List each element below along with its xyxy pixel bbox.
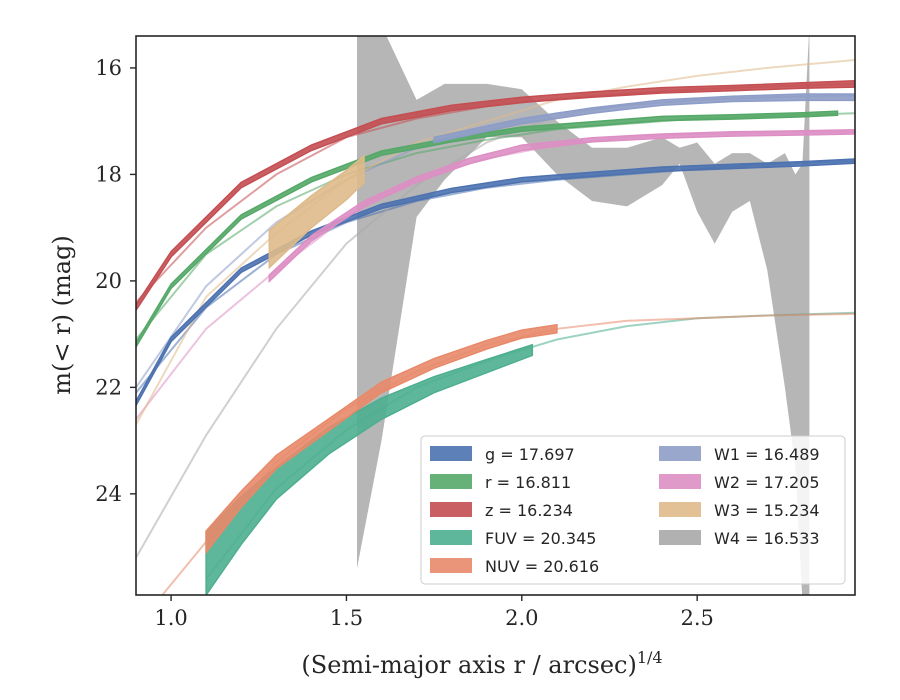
series-profile-w2 — [268, 128, 855, 284]
legend-label-w2: W2 = 17.205 — [714, 473, 820, 492]
legend-swatch-w2 — [659, 474, 701, 489]
y-tick-label: 22 — [95, 375, 122, 399]
legend-swatch-fuv — [430, 530, 472, 545]
legend: g = 17.697 r = 16.811 z = 16.234 FUV = 20.3… — [420, 435, 846, 585]
legend-label-z: z = 16.234 — [485, 501, 573, 520]
legend-swatch-r — [430, 474, 472, 489]
series-band-w4 — [357, 36, 810, 595]
legend-swatch-z — [430, 502, 472, 517]
y-axis-label: m(< r) (mag) — [48, 235, 76, 394]
legend-frame — [420, 435, 846, 585]
legend-swatch-g — [430, 446, 472, 461]
legend-swatch-w1 — [659, 446, 701, 461]
series-profile-w3 — [268, 154, 365, 270]
y-tick-label: 18 — [95, 162, 122, 186]
x-tick-label: 1.5 — [330, 606, 363, 630]
x-tick-label: 2.5 — [680, 606, 713, 630]
legend-swatch-nuv — [430, 558, 472, 573]
series-profile-z — [136, 79, 855, 312]
y-tick-label: 16 — [95, 56, 122, 80]
legend-label-nuv: NUV = 20.616 — [485, 557, 599, 576]
series-fit-w3 — [136, 59, 855, 426]
legend-swatch-w4 — [659, 530, 701, 545]
series-profile-nuv — [205, 323, 558, 555]
y-tick-label: 20 — [95, 269, 122, 293]
x-tick-label: 1.0 — [154, 606, 187, 630]
x-axis-label: (Semi-major axis r / arcsec)1/4 — [301, 648, 662, 679]
legend-label-w4: W4 = 16.533 — [714, 529, 820, 548]
plot-frame — [135, 35, 856, 596]
tick-layer: 1.0 1.5 2.0 2.5 16 18 20 22 24 — [95, 56, 714, 630]
x-axis-label-text: (Semi-major axis r / arcsec) — [301, 651, 636, 679]
x-tick-label: 2.0 — [505, 606, 538, 630]
legend-label-r: r = 16.811 — [485, 473, 571, 492]
series-profile-r — [136, 110, 839, 349]
legend-label-fuv: FUV = 20.345 — [485, 529, 596, 548]
x-axis-label-exponent: 1/4 — [637, 648, 663, 667]
data-layer — [136, 36, 855, 595]
legend-label-w1: W1 = 16.489 — [714, 445, 820, 464]
series-profile-w1 — [433, 93, 855, 144]
legend-label-w3: W3 = 15.234 — [714, 501, 820, 520]
y-tick-label: 24 — [95, 482, 122, 506]
legend-swatch-w3 — [659, 502, 701, 517]
legend-label-g: g = 17.697 — [485, 445, 575, 464]
